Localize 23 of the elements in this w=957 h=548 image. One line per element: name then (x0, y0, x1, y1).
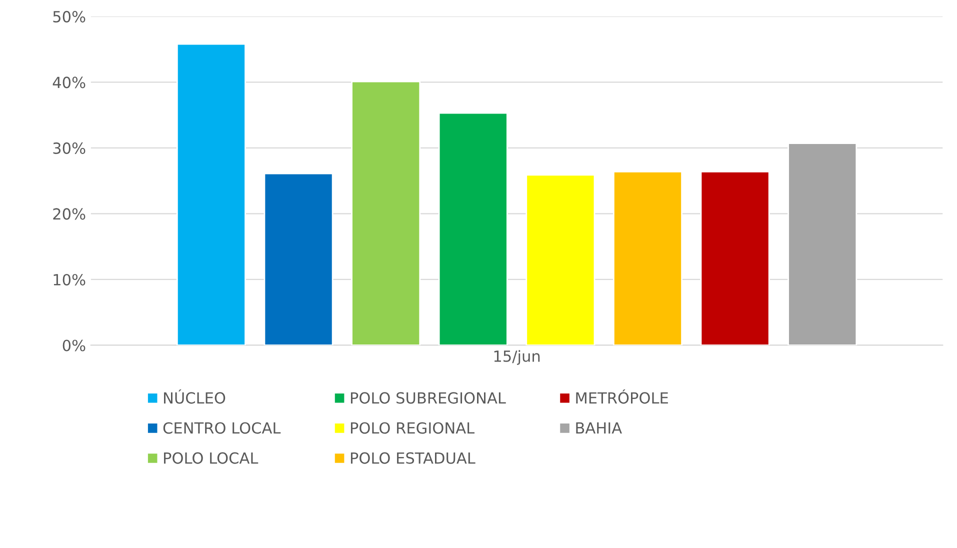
bar (788, 142, 858, 346)
legend-label: BAHIA (576, 422, 622, 434)
bar (176, 43, 246, 346)
y-tick-label: 30% (53, 142, 86, 154)
x-tick-label: 15/jun (494, 350, 540, 365)
y-tick-label: 10% (54, 274, 86, 286)
bar (351, 80, 421, 346)
bar (700, 170, 770, 346)
legend-label: CENTRO LOCAL (163, 422, 281, 434)
legend-label: METRÓPOLE (576, 389, 668, 404)
legend-label: POLO REGIONAL (350, 422, 474, 434)
bar (526, 174, 596, 346)
legend-label: POLO LOCAL (164, 452, 258, 464)
legend-label: NÚCLEO (164, 389, 226, 404)
bar (438, 112, 508, 346)
y-tick-label: 20% (53, 208, 86, 220)
y-tick-label: 40% (52, 76, 86, 88)
bar (264, 172, 334, 346)
y-tick-label: 50% (53, 10, 86, 22)
legend-label: POLO SUBREGIONAL (350, 392, 506, 404)
legend-label: POLO ESTADUAL (350, 452, 476, 464)
bar (612, 170, 682, 346)
y-tick-label: 0% (62, 340, 86, 352)
